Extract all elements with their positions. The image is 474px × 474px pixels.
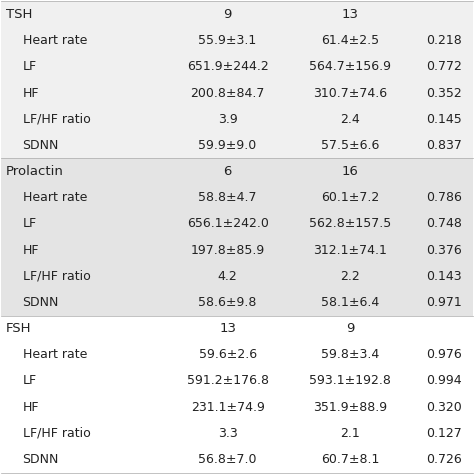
- Text: 310.7±74.6: 310.7±74.6: [313, 87, 387, 100]
- Text: 197.8±85.9: 197.8±85.9: [191, 244, 264, 256]
- Text: 9: 9: [223, 8, 232, 21]
- Text: 60.1±7.2: 60.1±7.2: [321, 191, 379, 204]
- Text: LF/HF ratio: LF/HF ratio: [23, 270, 91, 283]
- Text: LF: LF: [23, 218, 36, 230]
- Bar: [1, 211, 473, 237]
- Text: SDNN: SDNN: [23, 296, 59, 309]
- Text: 593.1±192.8: 593.1±192.8: [309, 374, 391, 387]
- Text: Heart rate: Heart rate: [23, 191, 87, 204]
- Bar: [1, 342, 473, 368]
- Text: 61.4±2.5: 61.4±2.5: [321, 34, 379, 47]
- Text: LF/HF ratio: LF/HF ratio: [23, 113, 91, 126]
- Text: 13: 13: [219, 322, 236, 335]
- Text: 0.352: 0.352: [427, 87, 462, 100]
- Text: 351.9±88.9: 351.9±88.9: [313, 401, 387, 414]
- Bar: [1, 1, 473, 27]
- Text: 0.726: 0.726: [427, 453, 462, 466]
- Text: 16: 16: [342, 165, 358, 178]
- Text: 0.143: 0.143: [427, 270, 462, 283]
- Text: 562.8±157.5: 562.8±157.5: [309, 218, 391, 230]
- Bar: [1, 54, 473, 80]
- Text: 651.9±244.2: 651.9±244.2: [187, 60, 268, 73]
- Text: HF: HF: [23, 244, 39, 256]
- Text: 58.6±9.8: 58.6±9.8: [199, 296, 257, 309]
- Text: 58.8±4.7: 58.8±4.7: [198, 191, 257, 204]
- Text: 6: 6: [223, 165, 232, 178]
- Text: 2.2: 2.2: [340, 270, 360, 283]
- Text: 57.5±6.6: 57.5±6.6: [321, 139, 379, 152]
- Text: 0.748: 0.748: [427, 218, 462, 230]
- Text: 312.1±74.1: 312.1±74.1: [313, 244, 387, 256]
- Text: 58.1±6.4: 58.1±6.4: [321, 296, 379, 309]
- Text: 0.218: 0.218: [427, 34, 462, 47]
- Text: Heart rate: Heart rate: [23, 348, 87, 361]
- Text: 56.8±7.0: 56.8±7.0: [198, 453, 257, 466]
- Text: 0.994: 0.994: [427, 374, 462, 387]
- Text: 0.145: 0.145: [427, 113, 462, 126]
- Text: 2.4: 2.4: [340, 113, 360, 126]
- Text: 13: 13: [342, 8, 359, 21]
- Text: LF: LF: [23, 374, 36, 387]
- Bar: [1, 289, 473, 316]
- Bar: [1, 237, 473, 263]
- Text: 200.8±84.7: 200.8±84.7: [191, 87, 265, 100]
- Text: 0.976: 0.976: [427, 348, 462, 361]
- Text: 0.127: 0.127: [427, 427, 462, 440]
- Text: Prolactin: Prolactin: [6, 165, 64, 178]
- Text: HF: HF: [23, 87, 39, 100]
- Text: 60.7±8.1: 60.7±8.1: [321, 453, 379, 466]
- Text: 3.9: 3.9: [218, 113, 237, 126]
- Text: 59.8±3.4: 59.8±3.4: [321, 348, 379, 361]
- Text: 0.320: 0.320: [427, 401, 462, 414]
- Text: SDNN: SDNN: [23, 139, 59, 152]
- Text: 591.2±176.8: 591.2±176.8: [187, 374, 269, 387]
- Text: HF: HF: [23, 401, 39, 414]
- Bar: [1, 316, 473, 342]
- Text: 59.6±2.6: 59.6±2.6: [199, 348, 256, 361]
- Text: 55.9±3.1: 55.9±3.1: [199, 34, 257, 47]
- Text: TSH: TSH: [6, 8, 33, 21]
- Bar: [1, 80, 473, 106]
- Text: 0.971: 0.971: [427, 296, 462, 309]
- Bar: [1, 158, 473, 185]
- Text: 656.1±242.0: 656.1±242.0: [187, 218, 268, 230]
- Text: 0.772: 0.772: [427, 60, 462, 73]
- Text: 0.786: 0.786: [427, 191, 462, 204]
- Bar: [1, 106, 473, 132]
- Text: 564.7±156.9: 564.7±156.9: [309, 60, 391, 73]
- Text: 0.837: 0.837: [427, 139, 462, 152]
- Text: 231.1±74.9: 231.1±74.9: [191, 401, 264, 414]
- Bar: [1, 420, 473, 447]
- Text: 59.9±9.0: 59.9±9.0: [199, 139, 257, 152]
- Bar: [1, 132, 473, 158]
- Bar: [1, 185, 473, 211]
- Text: 4.2: 4.2: [218, 270, 237, 283]
- Text: FSH: FSH: [6, 322, 32, 335]
- Text: Heart rate: Heart rate: [23, 34, 87, 47]
- Bar: [1, 394, 473, 420]
- Text: SDNN: SDNN: [23, 453, 59, 466]
- Bar: [1, 368, 473, 394]
- Text: LF: LF: [23, 60, 36, 73]
- Text: 3.3: 3.3: [218, 427, 237, 440]
- Text: 9: 9: [346, 322, 354, 335]
- Text: LF/HF ratio: LF/HF ratio: [23, 427, 91, 440]
- Bar: [1, 263, 473, 289]
- Bar: [1, 447, 473, 473]
- Text: 2.1: 2.1: [340, 427, 360, 440]
- Bar: [1, 27, 473, 54]
- Text: 0.376: 0.376: [427, 244, 462, 256]
